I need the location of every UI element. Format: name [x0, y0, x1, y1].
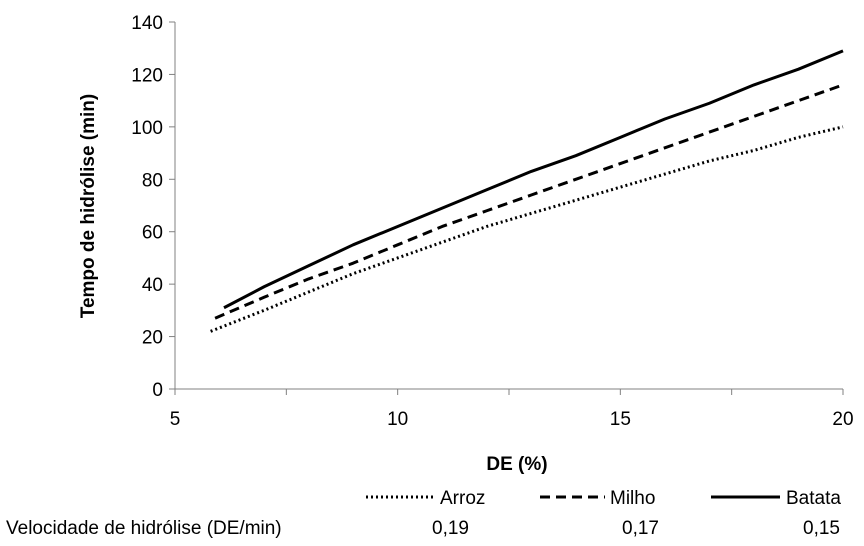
legend: Arroz Milho Batata [366, 488, 841, 509]
hydrolysis-rate-label: Velocidade de hidrólise (DE/min) [6, 518, 282, 539]
legend-label: Milho [610, 488, 655, 509]
y-tick-label: 120 [131, 65, 163, 86]
series-line-arroz [210, 125, 844, 333]
series-line-batata [223, 49, 844, 310]
legend-item-milho: Milho [540, 488, 655, 509]
x-tick-label: 5 [170, 409, 181, 430]
legend-item-batata: Batata [711, 488, 841, 509]
x-axis-title: DE (%) [486, 454, 547, 475]
x-tick-label: 20 [832, 409, 853, 430]
legend-item-arroz: Arroz [366, 488, 485, 509]
x-axis: 5 10 15 20 [170, 388, 854, 430]
x-tick-label: 15 [610, 409, 631, 430]
hydrolysis-rate-milho: 0,17 [622, 518, 659, 539]
y-tick-label: 20 [142, 328, 163, 349]
legend-label: Batata [786, 488, 841, 509]
hydrolysis-rate-row: Velocidade de hidrólise (DE/min) 0,19 0,… [6, 518, 840, 539]
y-tick-label: 140 [131, 13, 163, 34]
y-axis: 0 20 40 60 80 100 120 140 [131, 13, 176, 401]
series-layer [210, 49, 844, 333]
y-tick-label: 60 [142, 223, 163, 244]
y-axis-title: Tempo de hidrólise (min) [78, 94, 99, 319]
y-tick-label: 40 [142, 275, 163, 296]
hydrolysis-rate-batata: 0,15 [803, 518, 840, 539]
x-tick-label: 10 [387, 409, 408, 430]
y-tick-label: 0 [152, 380, 163, 401]
y-tick-label: 100 [131, 118, 163, 139]
hydrolysis-rate-arroz: 0,19 [432, 518, 469, 539]
legend-label: Arroz [440, 488, 485, 509]
series-line-milho [214, 83, 844, 320]
y-tick-label: 80 [142, 170, 163, 191]
